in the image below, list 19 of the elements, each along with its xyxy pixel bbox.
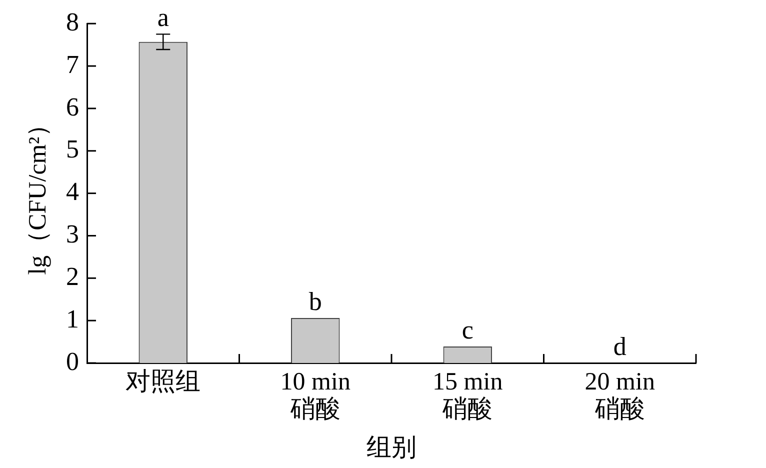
y-tick-label: 5 — [66, 134, 79, 164]
y-tick-label: 8 — [66, 7, 79, 36]
x-tick-label: 15 min 硝酸 — [432, 368, 504, 423]
annotation: a — [157, 3, 170, 32]
y-tick-label: 7 — [66, 50, 79, 79]
annotation: d — [613, 332, 626, 361]
y-axis-title: lg（CFU/cm²） — [24, 112, 52, 275]
y-tick-label: 4 — [66, 177, 79, 206]
x-tick-label: 对照组 — [126, 368, 201, 396]
x-tick-label: 20 min 硝酸 — [584, 368, 656, 423]
y-tick-label: 0 — [66, 346, 79, 376]
y-tick-label: 3 — [66, 220, 79, 249]
y-tick-label: 6 — [66, 92, 79, 122]
y-tick-label: 1 — [66, 304, 79, 334]
annotation: b — [308, 286, 322, 316]
x-axis-title: 组别 — [366, 434, 416, 462]
y-tick-label: 2 — [66, 262, 79, 291]
x-tick-label: 10 min 硝酸 — [280, 368, 351, 423]
annotation: c — [462, 315, 474, 344]
